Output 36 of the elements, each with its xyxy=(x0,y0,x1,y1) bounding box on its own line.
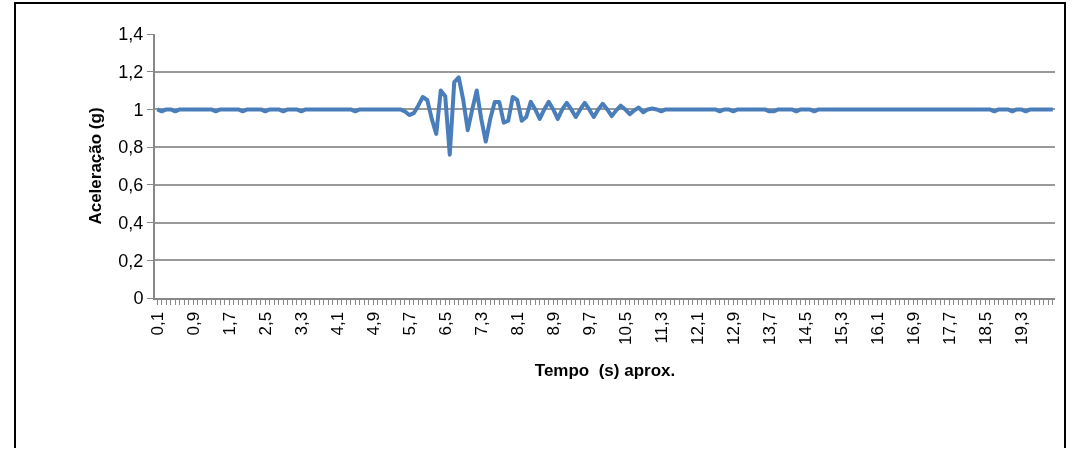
x-tick-label: 0,9 xyxy=(183,311,203,336)
x-tick-label: 10,5 xyxy=(615,311,635,345)
y-tick-label: 1 xyxy=(133,99,144,120)
x-tick-label: 16,9 xyxy=(903,311,923,345)
x-tick-label: 12,9 xyxy=(723,311,743,345)
line-series xyxy=(155,75,1055,157)
y-axis-title: Aceleração (g) xyxy=(86,107,106,225)
x-tick-label: 8,9 xyxy=(543,311,563,336)
x-tick-label: 16,1 xyxy=(867,311,887,345)
y-tick-label: 0,6 xyxy=(118,175,144,196)
x-tick-label: 17,7 xyxy=(939,311,959,345)
x-tick-label: 4,9 xyxy=(363,311,383,336)
y-tick-label: 0,8 xyxy=(118,137,144,158)
x-tick-label: 14,5 xyxy=(795,311,815,345)
x-tick-label: 18,5 xyxy=(975,311,995,345)
x-tick-label: 6,5 xyxy=(435,311,455,336)
x-tick-label: 13,7 xyxy=(759,311,779,345)
x-tick-label: 7,3 xyxy=(471,311,491,336)
x-tick-label: 15,3 xyxy=(831,311,851,345)
x-tick-label: 3,3 xyxy=(291,311,311,336)
x-tick-label: 12,1 xyxy=(687,311,707,345)
x-tick-label: 11,3 xyxy=(651,311,671,344)
x-axis-title: Tempo (s) aprox. xyxy=(534,360,676,380)
x-tick-label: 1,7 xyxy=(219,311,239,336)
y-tick-label: 0,2 xyxy=(118,250,144,271)
y-tick-label: 0,4 xyxy=(118,212,144,233)
y-tick-label: 1,4 xyxy=(118,24,144,45)
x-tick-label: 19,3 xyxy=(1011,311,1031,345)
x-tick-label: 5,7 xyxy=(399,311,419,336)
x-tick-label: 0,1 xyxy=(147,311,167,336)
x-tick-label: 9,7 xyxy=(579,311,599,336)
x-tick-label: 2,5 xyxy=(255,311,275,336)
x-tick-label: 8,1 xyxy=(507,311,527,336)
y-tick-label: 1,2 xyxy=(118,62,144,83)
x-tick-label: 4,1 xyxy=(327,311,347,336)
y-tick-label: 0 xyxy=(133,288,144,309)
